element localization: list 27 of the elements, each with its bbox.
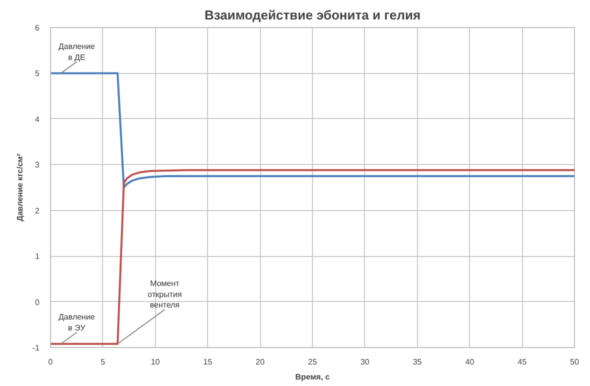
x-tick-label: 20 <box>256 358 266 366</box>
line-series <box>50 72 574 188</box>
y-tick-label: 3 <box>35 160 40 170</box>
annotation: Момент открытия вентеля <box>148 278 182 310</box>
x-tick-label: 15 <box>203 358 213 366</box>
y-tick-label: -1 <box>32 344 40 352</box>
line-series <box>50 169 574 345</box>
x-tick-label: 45 <box>518 358 528 366</box>
annotation: Давление в ДЕ <box>58 42 96 62</box>
x-axis-title: Время, с <box>295 372 330 382</box>
y-tick-label: 2 <box>35 206 40 216</box>
x-tick-label: 35 <box>412 358 422 366</box>
x-tick-label: 25 <box>308 358 318 366</box>
x-tick-label: 0 <box>48 358 54 366</box>
y-tick-label: 5 <box>35 69 40 78</box>
x-tick-label: 50 <box>570 358 580 366</box>
x-tick-label: 5 <box>100 358 106 366</box>
y-tick-label: 0 <box>35 298 40 307</box>
annotation: Давление в ЭУ <box>58 312 96 332</box>
x-tick-label: 40 <box>465 358 475 366</box>
x-tick-label: 10 <box>150 358 160 366</box>
y-tick-label: 6 <box>35 24 40 32</box>
y-tick-label: 4 <box>35 114 40 124</box>
y-axis-title: Давление кгс/см² <box>15 153 24 222</box>
x-tick-label: 30 <box>360 358 370 366</box>
y-tick-label: 1 <box>35 252 40 262</box>
chart-title: Взаимодействие эбонита и гелия <box>204 8 421 22</box>
